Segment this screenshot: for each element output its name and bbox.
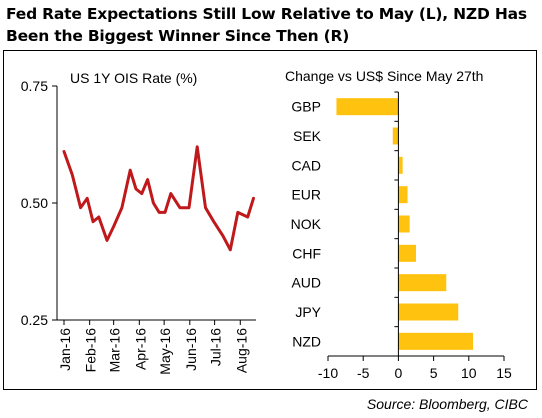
x-tick-label: Jun-16 [183,328,199,371]
category-label: CAD [291,157,321,173]
x-tick-label: Feb-16 [83,328,99,373]
source-note: Source: Bloomberg, CIBC [366,396,528,412]
category-label: JPY [295,304,321,320]
category-label: GBP [291,99,321,115]
bar [398,332,474,350]
bar [398,156,403,174]
x-tick-label: 15 [496,365,512,381]
bar [398,244,416,262]
category-label: CHF [292,245,321,261]
x-tick-label: May-16 [157,328,173,375]
bar [398,186,408,204]
bar [398,274,447,292]
bar-chart-title: Change vs US$ Since May 27th [285,68,483,84]
y-tick-label: 0.50 [21,195,48,211]
bar [398,215,410,233]
bar [398,303,459,321]
bar [336,98,399,116]
chart-title: Fed Rate Expectations Still Low Relative… [6,5,527,45]
category-label: AUD [291,275,321,291]
category-label: SEK [293,128,322,144]
x-tick-label: -10 [318,365,338,381]
x-tick-label: Apr-16 [132,328,148,370]
x-tick-label: 10 [461,365,477,381]
y-tick-label: 0.25 [21,312,48,328]
x-tick-label: Aug-16 [233,328,249,373]
x-tick-label: -5 [357,365,370,381]
x-tick-label: 5 [430,365,438,381]
line-chart-title: US 1Y OIS Rate (%) [70,70,197,86]
x-tick-label: 0 [395,365,403,381]
category-label: NOK [291,216,322,232]
series-line [62,145,255,252]
category-label: NZD [292,333,321,349]
x-tick-label: Jan-16 [57,328,73,371]
chart-frame [3,50,537,390]
category-label: EUR [291,187,321,203]
bar [392,127,399,145]
y-tick-label: 0.75 [21,78,48,94]
x-tick-label: Jul-16 [208,328,224,366]
x-tick-label: Mar-16 [107,328,123,373]
